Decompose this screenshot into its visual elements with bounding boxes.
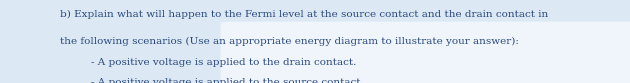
FancyBboxPatch shape xyxy=(220,22,630,83)
Text: b) Explain what will happen to the Fermi level at the source contact and the dra: b) Explain what will happen to the Fermi… xyxy=(60,10,548,19)
Text: the following scenarios (Use an appropriate energy diagram to illustrate your an: the following scenarios (Use an appropri… xyxy=(60,37,518,46)
Text: - A positive voltage is applied to the drain contact.: - A positive voltage is applied to the d… xyxy=(91,58,357,67)
Text: - A positive voltage is applied to the source contact.: - A positive voltage is applied to the s… xyxy=(91,78,364,83)
